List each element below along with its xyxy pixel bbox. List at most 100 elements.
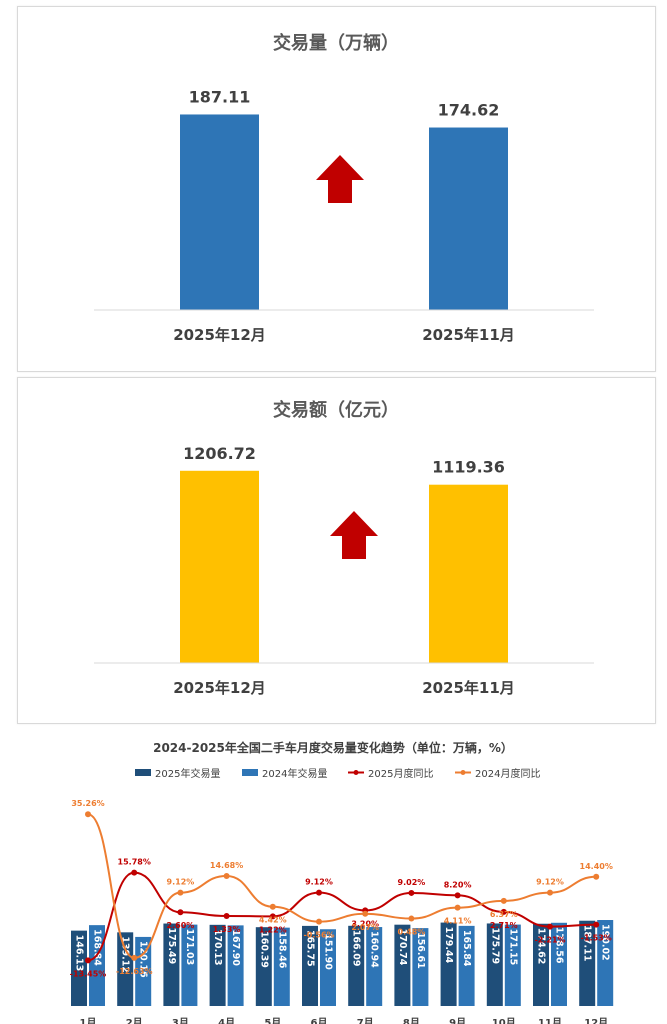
line-point [223,872,230,879]
bar-value-label: 156.61 [415,932,426,969]
bar-value-label: 120.16 [138,941,149,978]
line-point [177,889,184,896]
line-point [223,913,230,920]
bar-value-label: 151.90 [323,933,334,970]
up-arrow-icon [330,511,378,559]
bar-value-label: 175.49 [166,928,177,965]
category-label: 2025年11月 [422,679,515,697]
line-value-label: 15.78% [118,858,151,867]
line-value-label: 3.20% [351,919,379,928]
volume-panel: 交易量（万辆） 187.11 2025年12月 174.62 2025年11月 [17,6,656,372]
month-label: 4月 [218,1017,235,1024]
bar-2024 [366,927,383,1006]
bar-value-label: 174.62 [438,101,500,120]
bar-value-label: 167.90 [230,929,241,966]
category-label: 2025年11月 [422,326,515,344]
line-value-label: 35.26% [71,799,104,808]
category-label: 2025年12月 [173,679,266,697]
bar-1 [180,470,259,663]
bar-2024 [551,922,567,1006]
bar-2025 [71,930,87,1006]
line-value-label: 9.02% [398,878,426,887]
line-point [269,903,276,910]
chart-title: 交易量（万辆） [273,32,399,54]
bar-2025 [579,920,596,1006]
bar-value-label: 175.79 [489,927,500,964]
bar-value-label: 179.44 [443,927,454,964]
line-point [269,913,276,920]
bar-value-label: 165.84 [461,930,472,967]
line-value-label: 4.42% [259,916,287,925]
line-point [177,909,184,916]
bar-value-label: 146.13 [74,935,85,972]
bar-value-label: 171.15 [507,929,518,966]
bar-value-label: 170.13 [212,929,223,966]
line-value-label: 9.12% [305,878,333,887]
bar-value-label: 190.02 [600,924,611,961]
line-value-label: -12.63% [116,967,153,976]
bar-2025 [117,932,134,1006]
amount-panel: 交易额（亿元） 1206.72 2025年12月 1119.36 2025年11月 [17,377,656,724]
bar-2025 [486,923,503,1006]
bar-value-label: 171.03 [184,929,195,966]
bar-value-label: 139.12 [120,936,131,973]
month-label: 10月 [492,1017,516,1024]
bar-value-label: 166.09 [351,930,362,967]
month-label: 12月 [584,1017,608,1024]
month-label: 2月 [126,1017,143,1024]
month-label: 11月 [538,1017,562,1024]
line-value-label: 2.07% [351,923,379,932]
bar-2 [429,484,508,663]
bar-2024 [320,929,336,1006]
line-point [454,904,461,911]
bar-value-label: 187.11 [189,87,251,106]
line-point [500,908,507,915]
line-point [547,889,553,896]
bar-value-label: 158.46 [276,932,287,969]
legend-label: 2025月度同比 [368,767,433,780]
bar-2025 [533,923,549,1006]
bar-2024 [597,920,614,1006]
bar-2025 [394,924,411,1006]
amount-chart: 交易额（亿元） 1206.72 2025年12月 1119.36 2025年11月 [94,399,594,697]
line-value-label: 2.60% [167,921,195,930]
bar-value-label: 160.39 [258,931,269,968]
month-label: 6月 [311,1017,328,1024]
line-value-label: 1.33% [213,925,241,934]
bar-value-label: 174.62 [536,928,547,965]
line-value-label: 8.20% [444,880,472,889]
line-value-label: 2.71% [490,921,518,930]
bar-2 [429,127,508,311]
line-point [408,889,415,896]
line-point [593,921,600,928]
bar-1 [180,114,259,310]
bar-value-label: 1206.72 [183,444,256,463]
line-value-label: 14.40% [580,862,613,871]
line-point [131,869,138,876]
month-label: 5月 [264,1017,281,1024]
bar-2024 [227,925,244,1006]
line-point [454,892,461,899]
bar-2024 [504,924,521,1006]
bar-2024 [89,925,105,1006]
month-label: 3月 [172,1017,189,1024]
line-value-label: -2.21% [534,936,565,945]
bar-value-label: 165.75 [305,930,316,967]
bar-2025 [163,923,180,1006]
line-point [316,889,322,896]
month-label: 7月 [357,1017,374,1024]
month-label: 8月 [403,1017,420,1024]
line-point [85,957,91,964]
chart-title: 交易额（亿元） [273,399,399,421]
up-arrow-icon [316,155,364,203]
bar-value-label: 187.11 [582,925,593,962]
category-label: 2025年12月 [173,326,266,344]
line-value-label: -13.45% [70,969,107,978]
line-value-label: 0.48% [398,928,426,937]
line-value-label: -0.56% [303,931,334,940]
line-value-label: 9.12% [536,878,564,887]
bar-2025 [302,925,318,1006]
legend-label: 2025年交易量 [155,767,220,780]
line-point [408,915,415,922]
legend-marker [460,770,466,775]
